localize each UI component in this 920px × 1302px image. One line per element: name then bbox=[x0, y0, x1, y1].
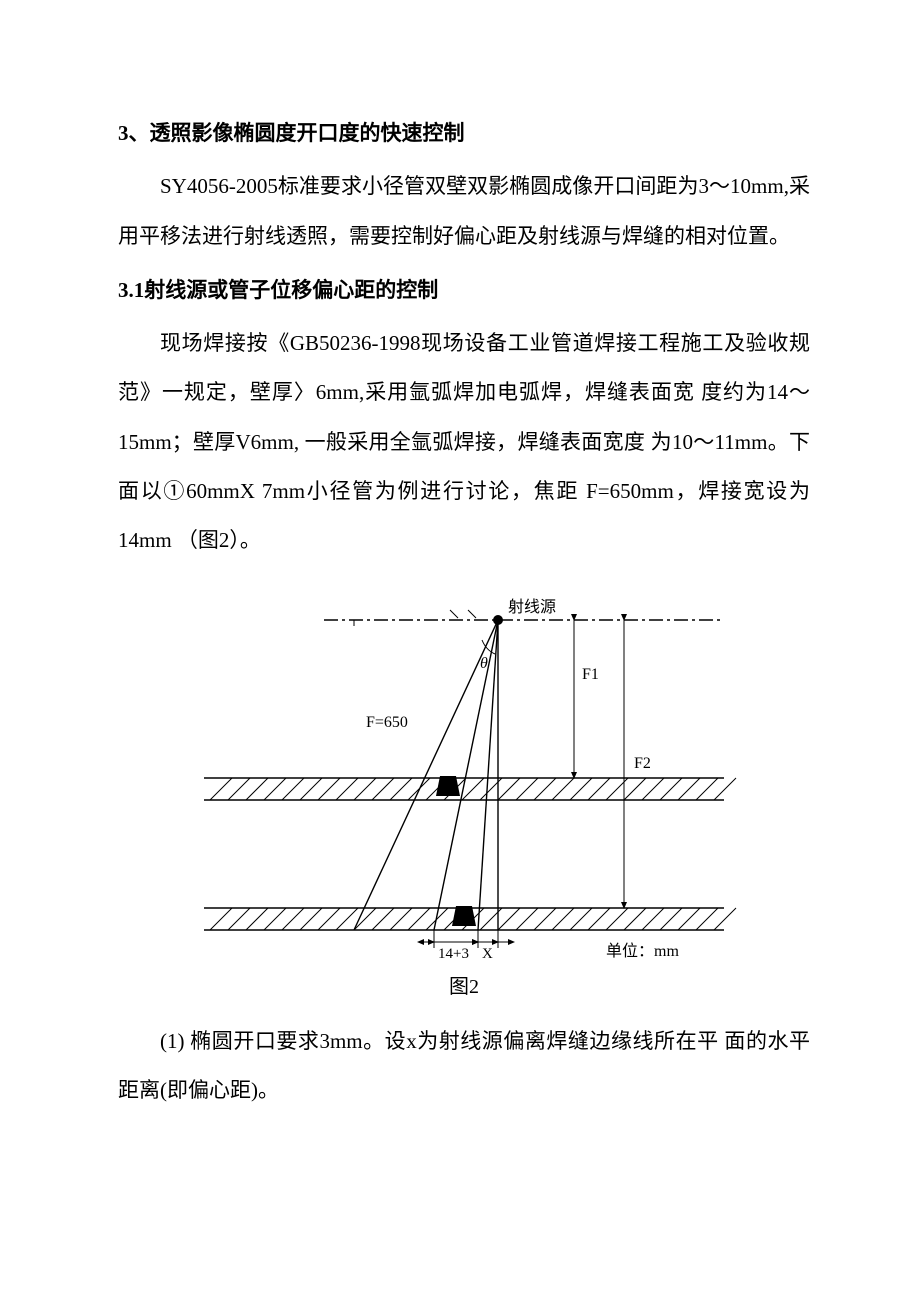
figure-2: 射线源 θ F=650 F1 F2 14+3 X 单位：mm 图2 bbox=[118, 592, 810, 999]
section-3-1-heading: 3.1射线源或管子位移偏心距的控制 bbox=[118, 267, 810, 313]
svg-text:F1: F1 bbox=[582, 666, 599, 683]
svg-text:θ: θ bbox=[480, 655, 488, 672]
figure-2-caption: 图2 bbox=[118, 970, 810, 999]
item-1-paragraph: (1) 椭圆开口要求3mm。设x为射线源偏离焊缝边缘线所在平 面的水平距离(即偏… bbox=[118, 1017, 810, 1116]
svg-text:射线源: 射线源 bbox=[508, 598, 556, 616]
section-3-1-paragraph: 现场焊接按《GB50236-1998现场设备工业管道焊接工程施工及验收规范》一规… bbox=[118, 319, 810, 566]
svg-text:F=650: F=650 bbox=[366, 714, 408, 731]
svg-text:单位：mm: 单位：mm bbox=[606, 942, 679, 960]
svg-text:14+3: 14+3 bbox=[438, 946, 469, 962]
section-3-heading: 3、透照影像椭圆度开口度的快速控制 bbox=[118, 110, 810, 156]
figure-2-diagram: 射线源 θ F=650 F1 F2 14+3 X 单位：mm bbox=[184, 592, 744, 968]
page: 3、透照影像椭圆度开口度的快速控制 SY4056-2005标准要求小径管双壁双影… bbox=[0, 0, 920, 1185]
svg-text:F2: F2 bbox=[634, 755, 651, 772]
section-3-paragraph: SY4056-2005标准要求小径管双壁双影椭圆成像开口间距为3～10mm,采用… bbox=[118, 162, 810, 261]
svg-text:X: X bbox=[482, 946, 493, 962]
